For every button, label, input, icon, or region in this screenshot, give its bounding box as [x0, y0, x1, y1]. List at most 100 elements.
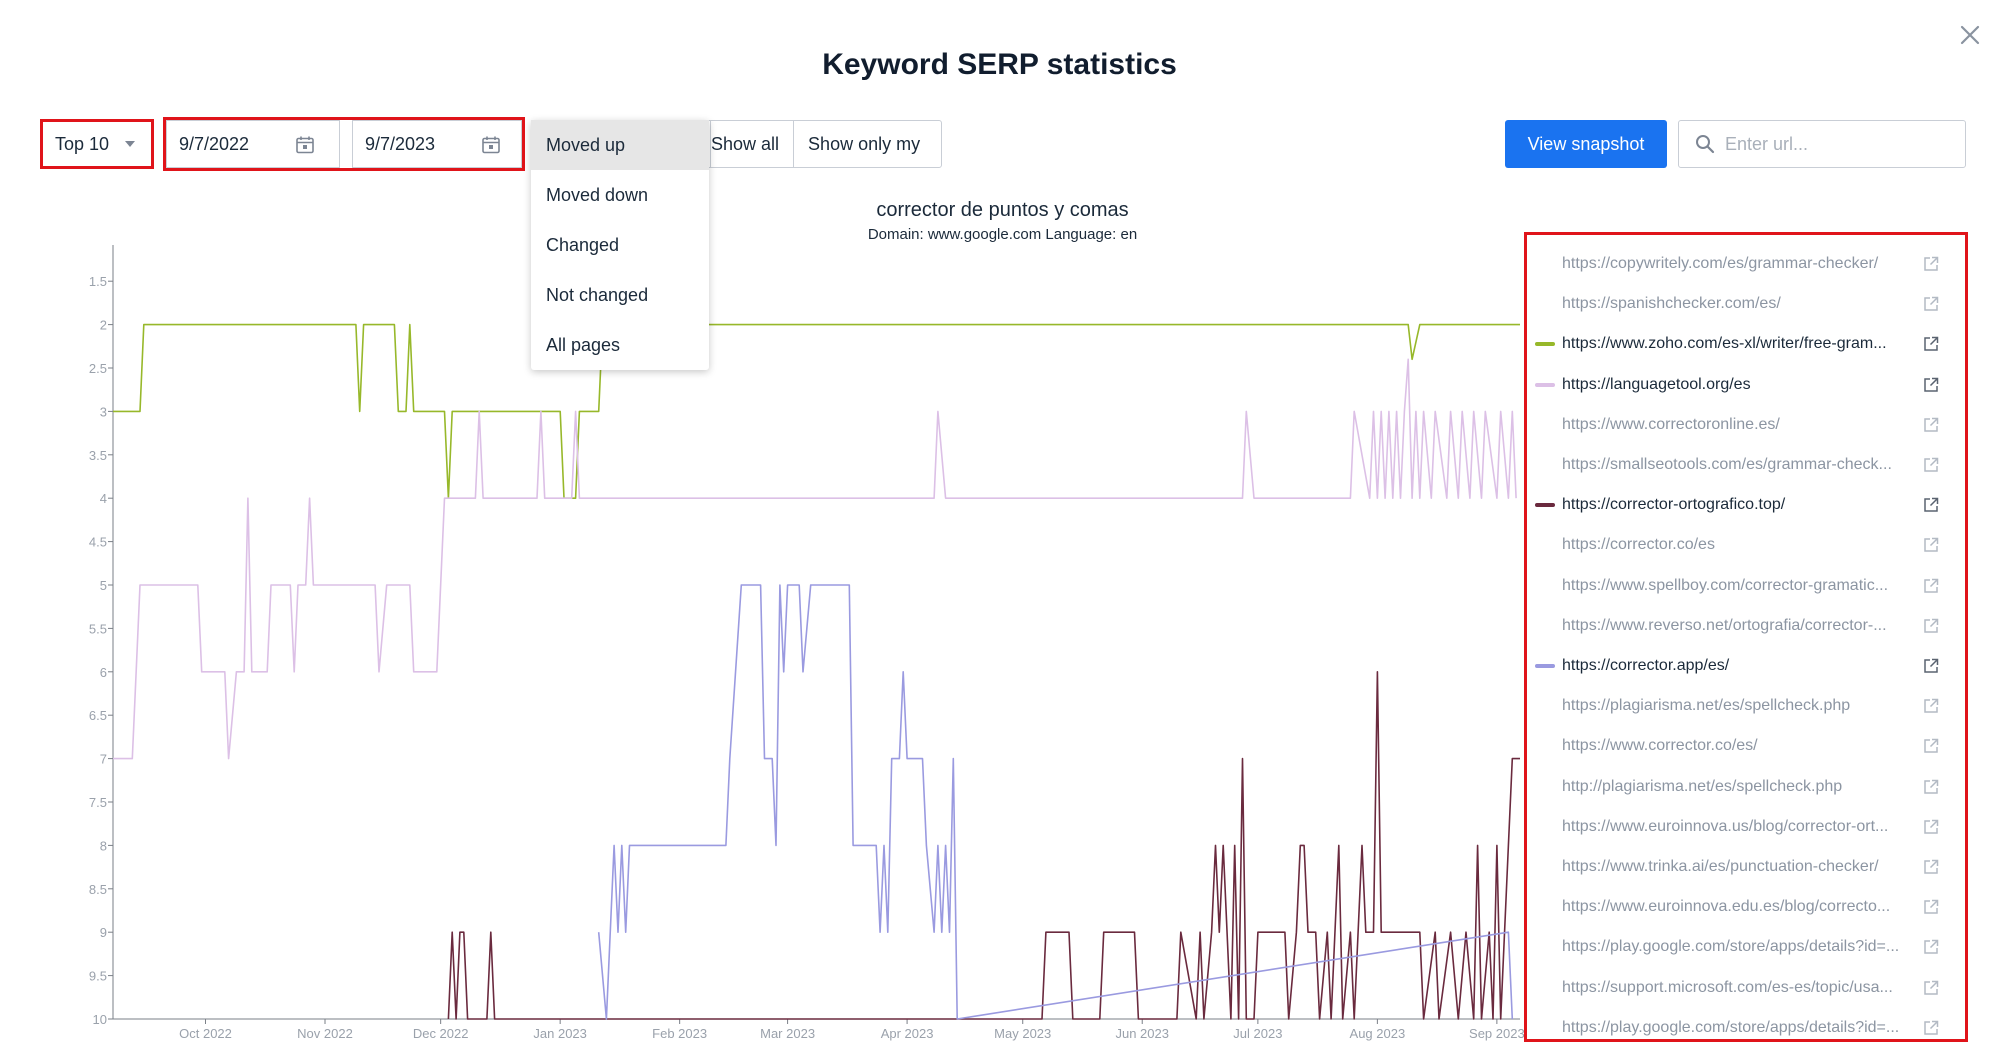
y-tick-label: 7.5 [89, 795, 107, 810]
legend-url[interactable]: https://www.zoho.com/es-xl/writer/free-g… [1562, 335, 1887, 353]
filter-dropdown-button[interactable] [532, 121, 711, 167]
legend-item[interactable]: https://www.trinka.ai/es/punctuation-che… [1527, 847, 1965, 887]
chevron-down-icon [125, 141, 135, 147]
legend-url[interactable]: https://play.google.com/store/apps/detai… [1562, 938, 1900, 956]
legend-url[interactable]: https://www.reverso.net/ortografia/corre… [1562, 616, 1887, 634]
legend-item[interactable]: https://languagetool.org/es [1527, 365, 1965, 405]
legend-url[interactable]: https://corrector-ortografico.top/ [1562, 496, 1786, 514]
y-tick-label: 4 [100, 491, 107, 506]
date-from-value: 9/7/2022 [179, 133, 250, 154]
date-to-input[interactable]: 9/7/2023 [352, 120, 522, 168]
top-select[interactable]: Top 10 [43, 122, 150, 166]
y-tick-label: 2.5 [89, 361, 107, 376]
legend-item[interactable]: https://play.google.com/store/apps/detai… [1527, 1008, 1965, 1039]
legend-url[interactable]: https://copywritely.com/es/grammar-check… [1562, 255, 1879, 272]
date-from-input[interactable]: 9/7/2022 [166, 120, 340, 168]
external-link-icon[interactable] [1922, 657, 1940, 675]
legend-url[interactable]: http://plagiarisma.net/es/spellcheck.php [1562, 777, 1843, 795]
external-link-icon[interactable] [1922, 536, 1940, 554]
external-link-icon[interactable] [1922, 335, 1940, 353]
external-link-icon[interactable] [1922, 1019, 1940, 1037]
y-tick-label: 2 [100, 318, 107, 333]
legend-url[interactable]: https://www.spellboy.com/corrector-grama… [1562, 576, 1889, 594]
legend-item[interactable]: https://copywritely.com/es/grammar-check… [1527, 244, 1965, 284]
legend-swatch [1535, 664, 1555, 668]
legend-item[interactable]: https://support.microsoft.com/es-es/topi… [1527, 968, 1965, 1008]
calendar-icon[interactable] [295, 135, 315, 155]
external-link-icon[interactable] [1922, 778, 1940, 796]
legend-item[interactable]: https://plagiarisma.net/es/spellcheck.ph… [1527, 686, 1965, 726]
external-link-icon[interactable] [1922, 255, 1940, 273]
legend-item[interactable]: https://www.euroinnova.us/blog/corrector… [1527, 807, 1965, 847]
external-link-icon[interactable] [1922, 376, 1940, 394]
menu-item-moved-down[interactable]: Moved down [546, 185, 649, 205]
legend-item[interactable]: https://www.reverso.net/ortografia/corre… [1527, 606, 1965, 646]
x-tick-label: May 2023 [994, 1026, 1051, 1041]
legend-url[interactable]: https://play.google.com/store/apps/detai… [1562, 1018, 1900, 1036]
filter-dropdown-menu: Moved up Moved down Changed Not changed … [531, 120, 709, 370]
legend-item[interactable]: https://corrector.app/es/ [1527, 646, 1965, 686]
y-tick-label: 7 [100, 752, 107, 767]
external-link-icon[interactable] [1922, 295, 1940, 313]
legend-url[interactable]: https://languagetool.org/es [1562, 375, 1751, 393]
legend-swatch [1535, 342, 1555, 347]
menu-item-changed[interactable]: Changed [546, 235, 620, 255]
url-search-input[interactable] [1723, 132, 1957, 156]
x-tick-label: Mar 2023 [760, 1026, 815, 1041]
external-link-icon[interactable] [1922, 979, 1940, 997]
legend-item[interactable]: https://smallseotools.com/es/grammar-che… [1527, 445, 1965, 485]
legend-item[interactable]: https://www.corrector.co/es/ [1527, 726, 1965, 766]
legend-item[interactable]: https://spanishchecker.com/es/ [1527, 284, 1965, 324]
view-snapshot-button[interactable]: View snapshot [1505, 120, 1667, 168]
external-link-icon[interactable] [1922, 456, 1940, 474]
series-line-3 [447, 670, 1520, 1020]
legend-url[interactable]: https://corrector.co/es [1562, 536, 1715, 554]
legend-item[interactable]: http://plagiarisma.net/es/spellcheck.php [1527, 767, 1965, 807]
external-link-icon[interactable] [1922, 898, 1940, 916]
menu-item-moved-up[interactable]: Moved up [531, 120, 709, 170]
legend-url[interactable]: https://smallseotools.com/es/grammar-che… [1562, 456, 1892, 473]
legend-item[interactable]: https://www.correctoronline.es/ [1527, 405, 1965, 445]
top-select-highlight [40, 119, 154, 169]
legend-item[interactable]: https://corrector-ortografico.top/ [1527, 485, 1965, 525]
legend-url[interactable]: https://www.euroinnova.edu.es/blog/corre… [1562, 898, 1891, 916]
legend-url[interactable]: https://www.corrector.co/es/ [1562, 737, 1758, 755]
chart-title: corrector de puntos y comas [876, 199, 1129, 221]
show-all-button[interactable]: Show all [711, 121, 795, 167]
external-link-icon[interactable] [1922, 577, 1940, 595]
y-tick-label: 9 [100, 925, 107, 940]
legend-url[interactable]: https://www.correctoronline.es/ [1562, 415, 1780, 433]
legend-url[interactable]: https://support.microsoft.com/es-es/topi… [1562, 978, 1893, 996]
y-tick-label: 1.5 [89, 274, 107, 289]
external-link-icon[interactable] [1922, 496, 1940, 514]
y-tick-label: 8.5 [89, 882, 107, 897]
legend-item[interactable]: https://play.google.com/store/apps/detai… [1527, 927, 1965, 967]
menu-item-all-pages[interactable]: All pages [546, 335, 621, 355]
close-icon[interactable] [1955, 20, 1985, 50]
legend-item[interactable]: https://www.euroinnova.edu.es/blog/corre… [1527, 887, 1965, 927]
serp-position-chart: 1.5 2 2.5 3 3.5 4 4.5 5 5.5 6 6.5 7 7.5 8 8.5 9 9.5 10 Oct… [89, 245, 1525, 1041]
y-tick-label: 3.5 [89, 448, 107, 463]
show-only-my-button[interactable]: Show only my [808, 133, 921, 154]
legend-url[interactable]: https://plagiarisma.net/es/spellcheck.ph… [1562, 697, 1851, 715]
legend-url[interactable]: https://www.trinka.ai/es/punctuation-che… [1562, 858, 1879, 875]
menu-item-not-changed[interactable]: Not changed [546, 285, 649, 305]
calendar-icon[interactable] [481, 135, 501, 155]
external-link-icon[interactable] [1922, 416, 1940, 434]
legend-url[interactable]: https://corrector.app/es/ [1562, 657, 1730, 674]
legend-item[interactable]: https://www.zoho.com/es-xl/writer/free-g… [1527, 324, 1965, 364]
legend-url[interactable]: https://spanishchecker.com/es/ [1562, 295, 1781, 313]
legend-item[interactable]: https://www.spellboy.com/corrector-grama… [1527, 566, 1965, 606]
chart-subtitle: Domain: www.google.com Language: en [867, 226, 1138, 243]
x-tick-label: Jul 2023 [1233, 1026, 1282, 1041]
external-link-icon[interactable] [1922, 617, 1940, 635]
legend-item[interactable]: https://corrector.co/es [1527, 525, 1965, 565]
external-link-icon[interactable] [1922, 737, 1940, 755]
external-link-icon[interactable] [1922, 818, 1940, 836]
x-tick-label: Jan 2023 [533, 1026, 587, 1041]
legend-url[interactable]: https://www.euroinnova.us/blog/corrector… [1562, 817, 1889, 835]
y-tick-label: 8 [100, 838, 107, 853]
external-link-icon[interactable] [1922, 938, 1940, 956]
external-link-icon[interactable] [1922, 697, 1940, 715]
external-link-icon[interactable] [1922, 858, 1940, 876]
